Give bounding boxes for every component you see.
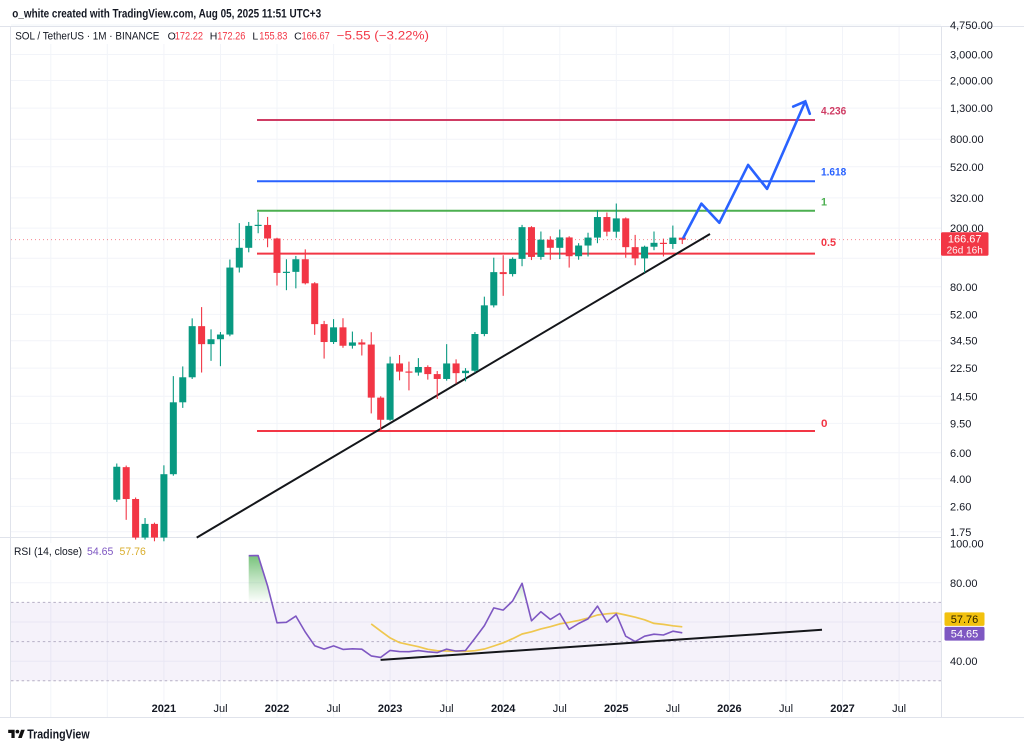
svg-text:H: H xyxy=(210,30,218,42)
svg-text:100.00: 100.00 xyxy=(950,539,984,551)
svg-text:C: C xyxy=(294,30,302,42)
svg-text:Jul: Jul xyxy=(553,703,567,715)
svg-text:52.00: 52.00 xyxy=(950,309,978,321)
svg-text:172.22: 172.22 xyxy=(175,30,203,42)
svg-text:2024: 2024 xyxy=(491,703,516,715)
svg-text:1.618: 1.618 xyxy=(821,166,846,178)
svg-text:o_white created with TradingVi: o_white created with TradingView.com, Au… xyxy=(12,8,321,21)
svg-text:166.67: 166.67 xyxy=(302,30,330,42)
svg-text:9.50: 9.50 xyxy=(950,418,971,430)
svg-text:1: 1 xyxy=(821,197,827,209)
svg-text:57.76: 57.76 xyxy=(120,546,146,558)
svg-text:14.50: 14.50 xyxy=(950,391,978,403)
svg-text:2.60: 2.60 xyxy=(950,501,971,513)
svg-text:57.76: 57.76 xyxy=(951,614,979,626)
svg-text:4,750.00: 4,750.00 xyxy=(950,20,993,32)
svg-text:Jul: Jul xyxy=(779,703,793,715)
svg-text:2021: 2021 xyxy=(152,703,176,715)
svg-text:166.67: 166.67 xyxy=(948,233,982,245)
svg-text:4.236: 4.236 xyxy=(821,106,846,118)
svg-text:4.00: 4.00 xyxy=(950,474,971,486)
svg-text:34.50: 34.50 xyxy=(950,336,978,348)
svg-text:800.00: 800.00 xyxy=(950,134,984,146)
svg-text:22.50: 22.50 xyxy=(950,363,978,375)
svg-text:172.26: 172.26 xyxy=(217,30,245,42)
svg-text:RSI (14, close): RSI (14, close) xyxy=(14,546,82,558)
svg-text:1.75: 1.75 xyxy=(950,527,971,539)
svg-text:200.00: 200.00 xyxy=(950,223,984,235)
svg-text:Jul: Jul xyxy=(327,703,341,715)
svg-text:0.5: 0.5 xyxy=(821,237,836,249)
svg-text:Jul: Jul xyxy=(440,703,454,715)
svg-text:2027: 2027 xyxy=(830,703,854,715)
svg-text:0: 0 xyxy=(821,418,828,430)
svg-text:54.65: 54.65 xyxy=(87,546,113,558)
svg-text:TradingView: TradingView xyxy=(27,727,90,742)
svg-text:Jul: Jul xyxy=(213,703,227,715)
svg-text:Jul: Jul xyxy=(666,703,680,715)
svg-text:40.00: 40.00 xyxy=(950,656,978,668)
svg-text:320.00: 320.00 xyxy=(950,193,984,205)
svg-text:80.00: 80.00 xyxy=(950,282,978,294)
svg-text:2023: 2023 xyxy=(378,703,402,715)
svg-text:155.83: 155.83 xyxy=(259,30,287,42)
svg-text:26d 16h: 26d 16h xyxy=(947,245,983,256)
svg-text:2026: 2026 xyxy=(717,703,741,715)
svg-text:−5.55 (−3.22%): −5.55 (−3.22%) xyxy=(337,30,429,42)
svg-text:2025: 2025 xyxy=(604,703,628,715)
svg-text:2,000.00: 2,000.00 xyxy=(950,76,993,88)
svg-text:6.00: 6.00 xyxy=(950,448,971,460)
svg-text:3,000.00: 3,000.00 xyxy=(950,50,993,62)
svg-text:1,300.00: 1,300.00 xyxy=(950,103,993,115)
svg-text:O: O xyxy=(168,30,176,42)
svg-text:Jul: Jul xyxy=(892,703,906,715)
svg-text:54.65: 54.65 xyxy=(951,629,979,641)
svg-text:L: L xyxy=(252,30,258,42)
svg-text:520.00: 520.00 xyxy=(950,162,984,174)
svg-text:SOL / TetherUS · 1M · BINANCE: SOL / TetherUS · 1M · BINANCE xyxy=(15,30,159,42)
svg-text:2022: 2022 xyxy=(265,703,289,715)
svg-text:80.00: 80.00 xyxy=(950,578,978,590)
